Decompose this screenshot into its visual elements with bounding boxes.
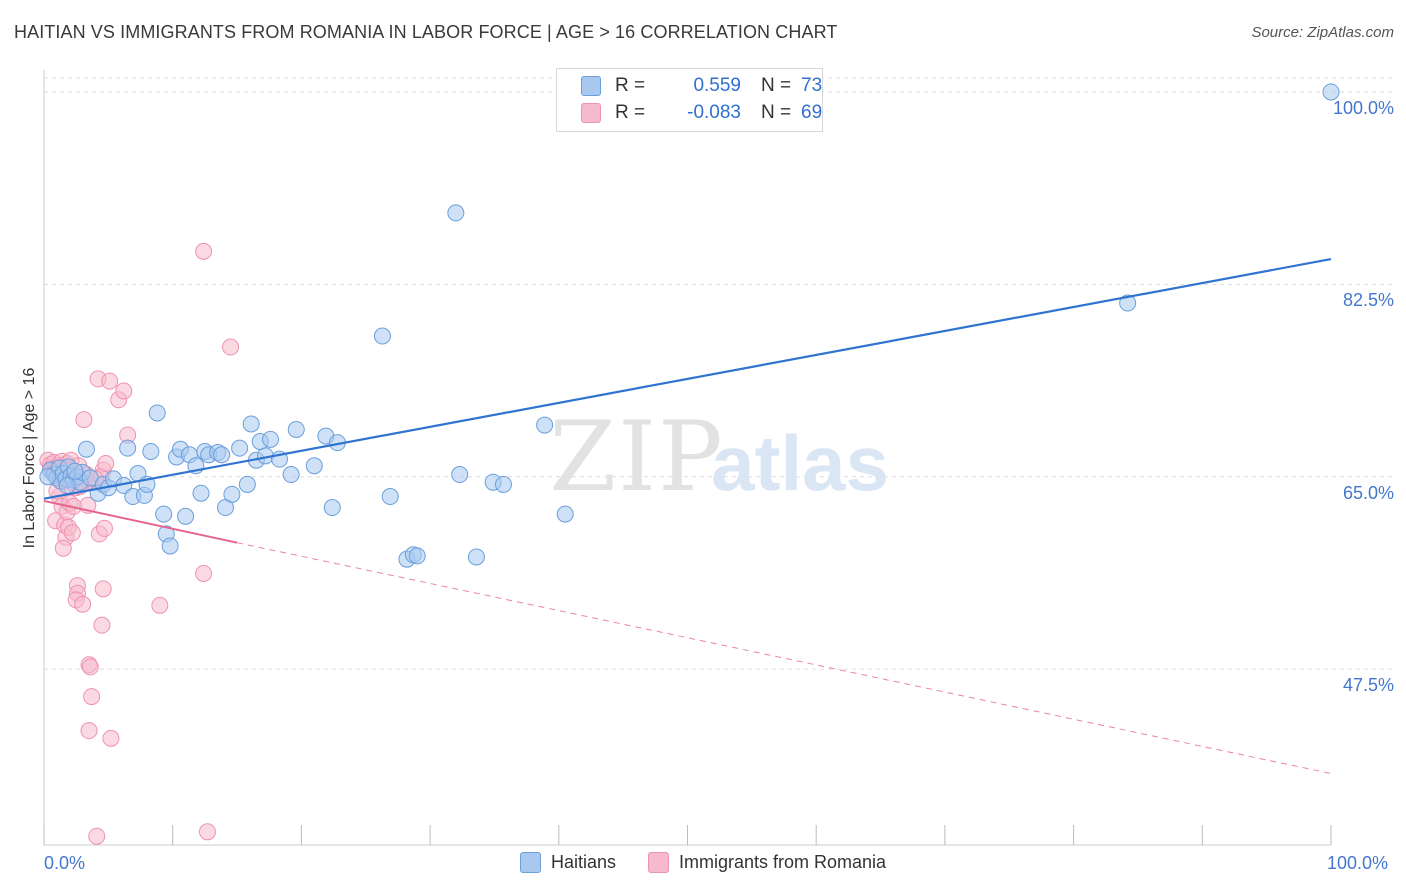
haitian-point bbox=[238, 475, 256, 493]
n-label: N = bbox=[761, 102, 792, 123]
r-label: R = bbox=[615, 102, 646, 123]
haitians-trend-line bbox=[43, 257, 1332, 500]
haitian-point bbox=[119, 439, 137, 457]
romania-point bbox=[94, 580, 112, 598]
x-tick-label-min: 0.0% bbox=[44, 853, 86, 873]
romania-point bbox=[93, 616, 111, 634]
romania-point bbox=[195, 564, 213, 582]
stats-row-haitians: R = 0.559 N = 73 bbox=[581, 73, 822, 99]
haitian-point bbox=[373, 327, 391, 345]
romania-point bbox=[102, 729, 120, 747]
romania-point bbox=[83, 688, 101, 706]
legend-label-haitians: Haitians bbox=[550, 852, 616, 872]
romania-point bbox=[101, 372, 119, 390]
legend-label-romania: Immigrants from Romania bbox=[678, 852, 887, 872]
series-legend: Haitians Immigrants from Romania bbox=[0, 852, 1406, 873]
romania-trend-line bbox=[43, 499, 238, 544]
haitian-point bbox=[161, 537, 179, 555]
haitian-point bbox=[467, 548, 485, 566]
haitian-point bbox=[1119, 294, 1137, 312]
romania-point bbox=[95, 519, 113, 537]
y-tick-label: 47.5% bbox=[1342, 675, 1394, 696]
romania-point bbox=[115, 382, 133, 400]
romania-point bbox=[54, 539, 72, 557]
haitian-point bbox=[1322, 83, 1340, 101]
haitians-swatch bbox=[581, 76, 601, 96]
haitian-point bbox=[213, 446, 231, 464]
series-haitians-points bbox=[39, 83, 1340, 568]
haitian-point bbox=[447, 204, 465, 222]
romania-point bbox=[198, 823, 216, 841]
r-value: 0.559 bbox=[693, 75, 741, 96]
romania-point bbox=[97, 455, 115, 473]
haitian-point bbox=[262, 430, 280, 448]
romania-legend-swatch bbox=[647, 852, 669, 873]
romania-point bbox=[75, 411, 93, 429]
haitians-legend-swatch bbox=[519, 852, 541, 873]
legend-item-haitians[interactable]: Haitians bbox=[519, 852, 616, 873]
chart-title: HAITIAN VS IMMIGRANTS FROM ROMANIA IN LA… bbox=[14, 22, 838, 42]
haitian-point bbox=[223, 485, 241, 503]
haitian-point bbox=[287, 420, 305, 438]
haitian-point bbox=[242, 415, 260, 433]
source-credit: Source: ZipAtlas.com bbox=[1251, 24, 1394, 41]
romania-point bbox=[222, 338, 240, 356]
romania-point bbox=[80, 722, 98, 740]
watermark: ZIP atlas bbox=[549, 401, 889, 513]
y-tick-label: 100.0% bbox=[1332, 97, 1394, 118]
haitian-point bbox=[282, 466, 300, 484]
romania-trend-extension bbox=[236, 542, 1332, 775]
series-romania-points bbox=[39, 242, 240, 845]
haitian-point bbox=[148, 404, 166, 422]
haitian-point bbox=[323, 499, 341, 517]
n-value: 69 bbox=[801, 102, 823, 123]
r-label: R = bbox=[615, 75, 646, 96]
axes bbox=[43, 70, 1332, 846]
watermark-zip: ZIP bbox=[549, 401, 724, 513]
y-tick-label: 65.0% bbox=[1342, 482, 1394, 503]
romania-point bbox=[151, 596, 169, 614]
haitian-point bbox=[39, 468, 57, 486]
y-tick-label: 82.5% bbox=[1342, 290, 1394, 311]
romania-point bbox=[88, 827, 106, 845]
romania-swatch bbox=[581, 103, 601, 123]
trend-lines bbox=[43, 257, 1332, 775]
r-value: -0.083 bbox=[687, 102, 741, 123]
haitian-point bbox=[381, 488, 399, 506]
haitian-point bbox=[494, 475, 512, 493]
haitian-point bbox=[155, 505, 173, 523]
haitian-point bbox=[408, 547, 426, 565]
romania-point bbox=[63, 524, 81, 542]
haitian-point bbox=[305, 457, 323, 475]
romania-point bbox=[81, 658, 99, 676]
haitian-point bbox=[142, 442, 160, 460]
watermark-atlas: atlas bbox=[711, 419, 889, 507]
haitian-point bbox=[556, 505, 574, 523]
n-value: 73 bbox=[801, 75, 823, 96]
haitian-point bbox=[231, 439, 249, 457]
haitian-point bbox=[451, 466, 469, 484]
n-label: N = bbox=[761, 75, 792, 96]
legend-item-romania[interactable]: Immigrants from Romania bbox=[647, 852, 887, 873]
romania-point bbox=[195, 242, 213, 260]
haitian-point bbox=[58, 477, 76, 495]
haitian-point bbox=[77, 440, 95, 458]
stats-row-romania: R = -0.083 N = 69 bbox=[581, 100, 822, 126]
haitian-point bbox=[177, 507, 195, 525]
haitian-point bbox=[536, 416, 554, 434]
romania-point bbox=[74, 595, 92, 613]
x-tick-label-max: 100.0% bbox=[1327, 853, 1389, 873]
haitian-point bbox=[192, 484, 210, 502]
stats-legend: R = 0.559 N = 73 R = -0.083 N = 69 bbox=[556, 68, 823, 132]
haitian-point bbox=[66, 462, 84, 480]
